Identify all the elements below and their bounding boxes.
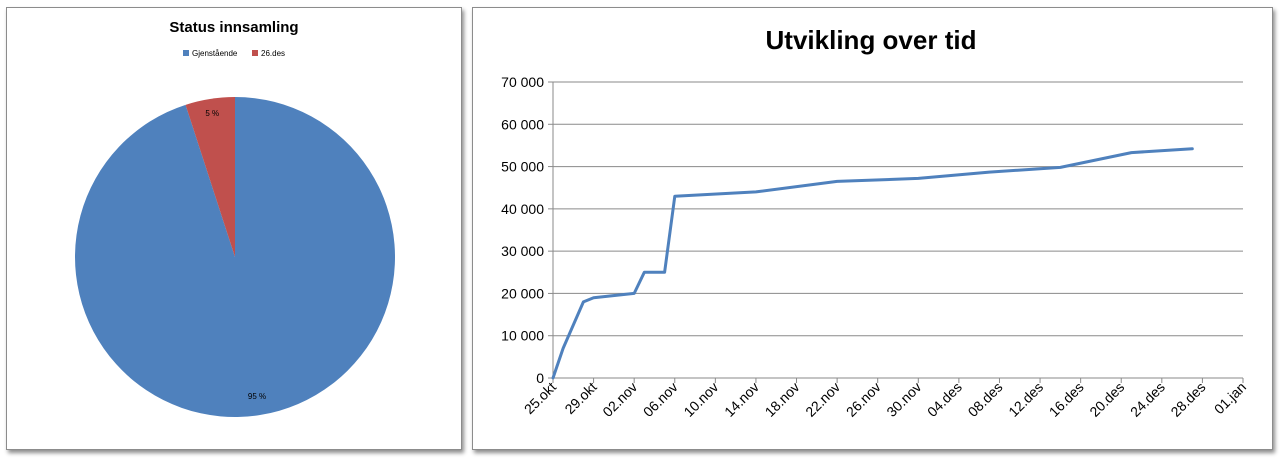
legend-swatch-1 [252, 50, 258, 56]
pie-slices [74, 97, 395, 417]
y-tick-label-5: 50 000 [501, 159, 544, 175]
x-tick-label-6: 18.nov [762, 379, 803, 420]
x-tick-label-10: 04.des [924, 379, 965, 420]
pie-chart: Status innsamling Gjenstående 26.des 95 %… [74, 19, 395, 417]
y-axis-ticks: 0 10 000 20 000 30 000 40 000 50 000 60 000 70 … [501, 74, 544, 386]
x-tick-label-2: 02.nov [599, 379, 640, 420]
legend-label-1: 26.des [261, 49, 285, 58]
x-axis-ticks: 25.okt 29.okt 02.nov 06.nov 10.nov 14.nov 18.n… [521, 379, 1249, 420]
line-title: Utvikling over tid [766, 25, 977, 55]
pie-title: Status innsamling [169, 19, 298, 36]
y-tick-label-0: 0 [536, 370, 544, 386]
line-grid [548, 81, 1244, 383]
x-tick-label-15: 24.des [1127, 379, 1168, 420]
y-tick-label-3: 30 000 [501, 243, 544, 259]
legend-swatch-0 [183, 50, 189, 56]
y-tick-label-4: 40 000 [501, 201, 544, 217]
line-chart: Utvikling over tid 0 10 000 20 000 30 000 40… [501, 25, 1249, 420]
x-tick-label-17: 01.jan [1211, 379, 1249, 417]
pie-labels: 95 % 5 % [205, 109, 266, 401]
pie-slice-0 [74, 97, 395, 417]
y-tick-label-6: 60 000 [501, 116, 544, 132]
pie-slice-1 [185, 97, 235, 257]
x-tick-label-9: 30.nov [883, 379, 924, 420]
x-tick-label-1: 29.okt [561, 379, 599, 417]
line-chart-panel: Utvikling over tid 0 10 000 20 000 30 000 40… [472, 7, 1273, 450]
legend-label-0: Gjenstående [192, 49, 238, 58]
x-tick-label-7: 22.nov [802, 379, 843, 420]
x-tick-label-5: 14.nov [721, 379, 762, 420]
line-series [551, 147, 1194, 380]
x-tick-label-13: 16.des [1046, 379, 1087, 420]
pie-slice-label-0: 95 % [248, 392, 266, 401]
y-tick-label-2: 20 000 [501, 285, 544, 301]
pie-chart-panel: Status innsamling Gjenstående 26.des 95 %… [6, 7, 462, 450]
pie-slice-label-1: 5 % [205, 109, 219, 118]
x-tick-label-12: 12.des [1005, 379, 1046, 420]
y-tick-label-7: 70 000 [501, 74, 544, 90]
series-line-0 [551, 147, 1194, 380]
x-tick-label-4: 10.nov [680, 379, 721, 420]
pie-legend: Gjenstående 26.des [183, 49, 285, 58]
y-tick-label-1: 10 000 [501, 328, 544, 344]
x-tick-label-16: 28.des [1167, 379, 1208, 420]
x-tick-label-8: 26.nov [843, 379, 884, 420]
x-tick-label-14: 20.des [1086, 379, 1127, 420]
x-tick-label-3: 06.nov [640, 379, 681, 420]
x-tick-label-11: 08.des [965, 379, 1006, 420]
